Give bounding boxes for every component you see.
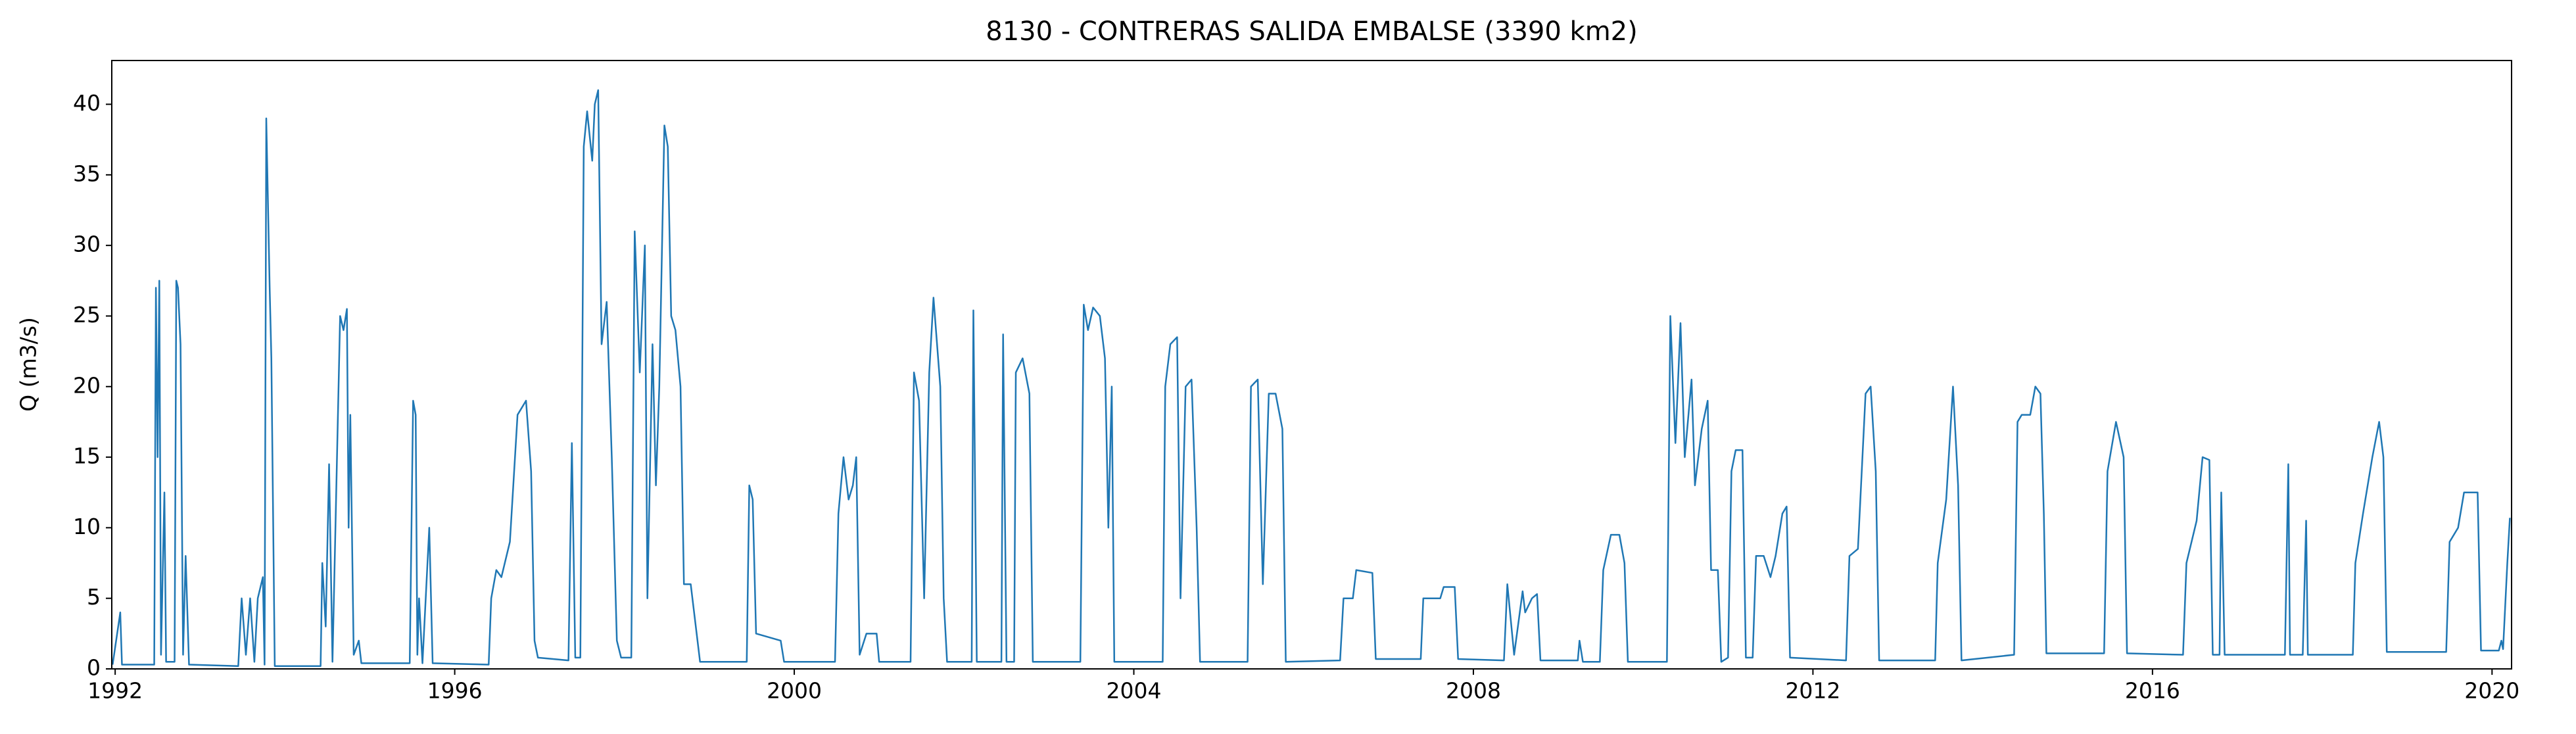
- x-tick-label: 2020: [2464, 678, 2519, 704]
- y-tick-label: 30: [73, 232, 101, 257]
- y-axis-label: Q (m3/s): [16, 317, 41, 412]
- x-tick-label: 2008: [1446, 678, 1501, 704]
- y-tick-label: 15: [73, 443, 101, 469]
- x-tick-label: 2000: [767, 678, 822, 704]
- y-tick-label: 40: [73, 90, 101, 116]
- y-tick-label: 10: [73, 514, 101, 539]
- chart-title: 8130 - CONTRERAS SALIDA EMBALSE (3390 km…: [986, 16, 1637, 47]
- x-tick-label: 2004: [1107, 678, 1162, 704]
- y-tick-label: 35: [73, 160, 101, 186]
- plot-frame: [111, 60, 2512, 670]
- data-line: [112, 89, 2511, 667]
- y-tick-label: 5: [87, 584, 101, 610]
- y-tick-label: 0: [87, 655, 101, 681]
- y-tick-label: 20: [73, 372, 101, 398]
- y-tick-label: 25: [73, 302, 101, 328]
- x-tick-label: 2012: [1785, 678, 1840, 704]
- x-tick-label: 2016: [2125, 678, 2180, 704]
- x-tick-label: 1996: [427, 678, 483, 704]
- x-tick-label: 1992: [87, 678, 143, 704]
